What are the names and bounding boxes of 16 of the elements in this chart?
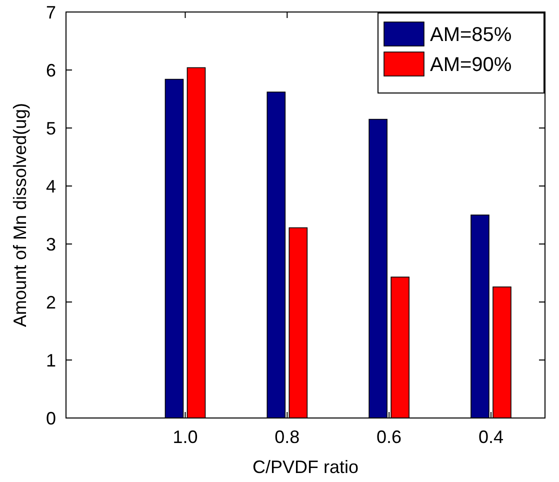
x-tick-label: 1.0 <box>172 427 198 447</box>
y-axis-title: Amount of Mn dissolved(ug) <box>10 102 30 328</box>
legend-label: AM=90% <box>430 54 512 76</box>
y-tick-label: 3 <box>46 234 56 254</box>
x-tick-label: 0.4 <box>478 427 504 447</box>
x-tick-label: 0.6 <box>376 427 402 447</box>
y-tick-label: 0 <box>46 408 56 428</box>
y-tick-label: 1 <box>46 350 56 370</box>
y-tick-label: 4 <box>46 176 56 196</box>
y-tick-label: 7 <box>46 2 56 22</box>
x-tick-label: 0.8 <box>274 427 300 447</box>
y-tick-label: 6 <box>46 60 56 80</box>
y-tick-label: 2 <box>46 292 56 312</box>
x-axis-title: C/PVDF ratio <box>252 457 359 477</box>
y-tick-label: 5 <box>46 118 56 138</box>
legend-label: AM=85% <box>430 24 512 46</box>
